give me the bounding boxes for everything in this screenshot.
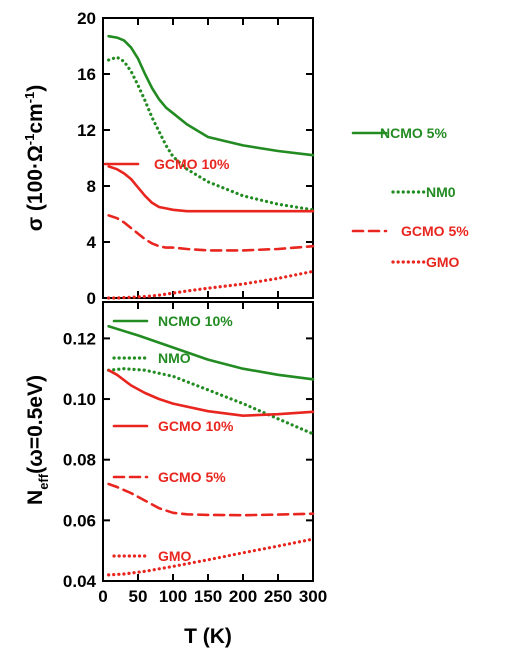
x-axis-label: T (K) [184,625,232,648]
series-line-gmo [106,537,315,577]
series-line-gmo [106,269,315,300]
legend-label: NCMO 5% [380,125,447,141]
y-tick-label: 4 [87,233,97,252]
series-line-gcmo-5- [107,482,315,517]
x-tick-label: 250 [264,587,292,606]
series-line-gcmo-5- [107,214,315,252]
x-tick-label: 200 [229,587,257,606]
x-tick-label: 100 [159,587,187,606]
legend-label: GCMO 10% [154,156,230,172]
y-tick-label: 20 [77,9,96,28]
top-y-axis-label: σ (100·Ω-1cm-1) [22,85,47,232]
tick-marks [102,17,314,582]
series-line-ncmo-5- [107,34,315,157]
tick-labels: 0 4 8 12 16 20 0.04 0.06 0.08 0.10 0.12 0 50 100 150 20… [63,9,327,606]
series-line-gcmo-10- [107,165,315,213]
legend-label: NMO [158,350,191,366]
y-tick-label: 0.08 [63,451,96,470]
bottom-panel-frame [102,301,314,582]
legend-label: GMO [158,548,192,564]
x-tick-label: 150 [194,587,222,606]
legend-label: NM0 [426,184,456,200]
legend-label: GCMO 10% [158,418,234,434]
legend-label: NCMO 10% [158,313,233,329]
y-tick-label: 8 [87,177,96,196]
series-line-nm0 [106,55,315,212]
legend-label: GCMO 5% [158,469,226,485]
y-tick-label: 0.04 [63,572,97,591]
x-tick-label: 300 [299,587,327,606]
y-tick-label: 0 [87,289,96,308]
y-tick-label: 0.12 [63,329,96,348]
bottom-y-axis-label: Neff(ω=0.5eV) [24,375,51,505]
legend-label: GMO [426,254,460,270]
series-line-gcmo-10- [107,368,315,418]
y-tick-label: 0.10 [63,390,96,409]
series-line-ncmo-10- [107,324,315,381]
y-tick-label: 16 [77,65,96,84]
series-line-nmo [106,367,315,436]
y-tick-label: 0.06 [63,511,96,530]
legend-label: GCMO 5% [401,223,469,239]
legend: NCMO 5% NM0 GCMO 10% GCMO 5% GMO NCMO 10% NMO G… [103,125,469,564]
y-tick-label: 12 [77,121,96,140]
x-tick-label: 0 [98,587,107,606]
data-series [106,34,315,577]
x-tick-label: 50 [129,587,148,606]
